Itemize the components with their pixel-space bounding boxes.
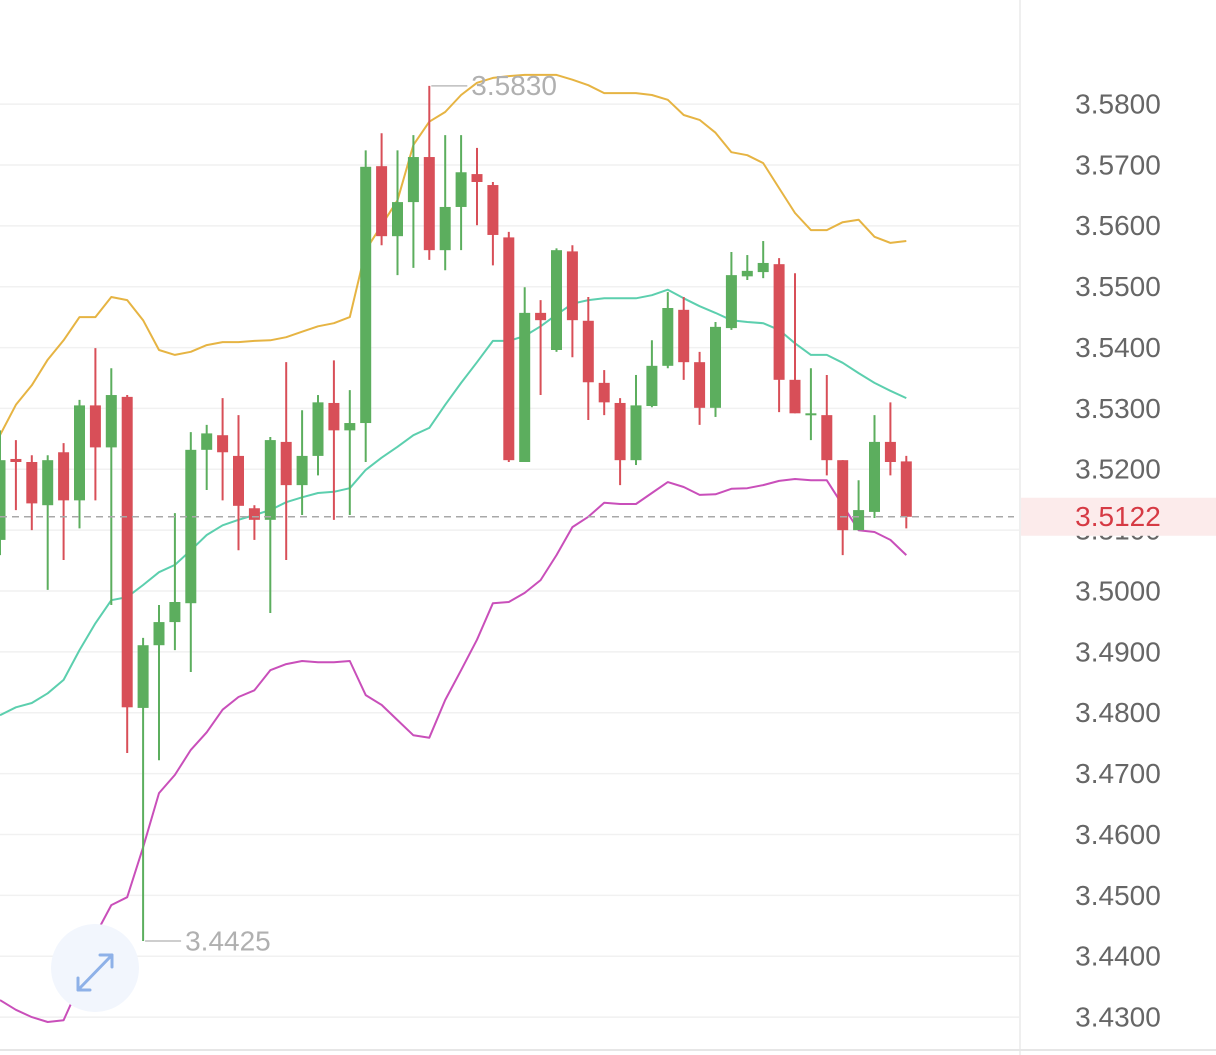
candle-body — [789, 379, 801, 414]
candle-body — [821, 415, 833, 461]
candle-body — [169, 602, 181, 623]
y-tick-label: 3.4300 — [1075, 1002, 1161, 1033]
y-tick-label: 3.4800 — [1075, 697, 1161, 728]
candle-body — [248, 508, 260, 520]
candle-body — [0, 460, 6, 540]
y-tick-label: 3.5400 — [1075, 332, 1161, 363]
candle-body — [153, 622, 165, 646]
candle-body — [407, 157, 419, 203]
candle-body — [328, 402, 340, 431]
y-tick-label: 3.4700 — [1075, 758, 1161, 789]
y-tick-label: 3.4900 — [1075, 636, 1161, 667]
y-tick-label: 3.5300 — [1075, 393, 1161, 424]
button-bg[interactable] — [51, 924, 139, 1012]
candle-body — [10, 458, 22, 462]
candle-body — [296, 455, 308, 486]
y-tick-label: 3.4400 — [1075, 941, 1161, 972]
band-line — [0, 288, 907, 717]
candle-body — [869, 441, 880, 512]
candle-body — [773, 264, 785, 380]
candle-body — [646, 365, 658, 406]
candle-body — [74, 405, 85, 501]
candle-body — [376, 166, 388, 237]
y-tick-label: 3.5800 — [1075, 88, 1161, 119]
candle-body — [217, 435, 229, 453]
candle-body — [725, 275, 737, 329]
candle-body — [280, 441, 292, 486]
candle-body — [105, 395, 117, 448]
y-axis: 3.4300 3.4400 3.4500 3.4600 3.4700 3.4800 3.49… — [1075, 88, 1161, 1032]
candle-body — [662, 308, 674, 366]
candle-body — [837, 460, 849, 531]
y-tick-label: 3.5600 — [1075, 210, 1161, 241]
candle-body — [392, 202, 403, 237]
y-tick-label: 3.5200 — [1075, 454, 1161, 485]
candle-body — [678, 309, 690, 363]
candle-body — [741, 270, 753, 277]
candle-body — [185, 449, 197, 604]
candle-body — [853, 510, 865, 531]
candle-body — [884, 441, 896, 462]
candle-body — [710, 326, 721, 408]
y-tick-label: 3.5500 — [1075, 271, 1161, 302]
y-tick-label: 3.4600 — [1075, 819, 1161, 850]
candle-body — [551, 250, 562, 350]
candle-body — [360, 166, 372, 424]
candle-body — [471, 174, 483, 182]
candle-body — [455, 172, 467, 207]
candle-body — [582, 320, 594, 383]
price-box — [1021, 497, 1216, 536]
candle-body — [503, 237, 515, 461]
candle-body — [344, 423, 356, 431]
y-tick-label: 3.5700 — [1075, 149, 1161, 180]
y-tick-label: 3.5000 — [1075, 575, 1161, 606]
candle-body — [121, 396, 133, 708]
candle-body — [757, 262, 769, 273]
candle-body — [900, 461, 912, 517]
candle-body — [566, 251, 578, 321]
annotations: 3.5830 3.4425 — [145, 70, 557, 956]
candle-body — [805, 413, 817, 416]
candle-body — [233, 455, 244, 506]
candles — [0, 85, 912, 942]
candle-body — [519, 312, 531, 462]
candle-body — [26, 462, 38, 504]
band-line — [0, 73, 907, 436]
candle-body — [58, 452, 70, 501]
candle-body — [535, 312, 547, 321]
bands — [0, 73, 907, 1023]
current-price: 3.5122 — [0, 497, 1216, 536]
candle-body — [694, 362, 706, 408]
candle-body — [201, 433, 213, 450]
candle-body — [89, 405, 101, 448]
candle-body — [423, 157, 435, 251]
band-line — [0, 478, 907, 1023]
fullscreen-button[interactable] — [51, 924, 139, 1012]
marker-label: 3.4425 — [185, 925, 271, 956]
candle-body — [598, 382, 610, 403]
price-label: 3.5122 — [1075, 501, 1161, 532]
candle-body — [264, 440, 276, 520]
y-tick-label: 3.4500 — [1075, 880, 1161, 911]
candle-body — [614, 402, 626, 461]
candle-body — [42, 460, 54, 506]
fullscreen-icon[interactable] — [76, 953, 114, 992]
candle-body — [137, 645, 149, 708]
candle-body — [312, 402, 324, 456]
candle-body — [630, 405, 642, 461]
marker-label: 3.5830 — [471, 70, 557, 101]
candle-body — [439, 206, 451, 251]
candle-body — [487, 185, 499, 235]
